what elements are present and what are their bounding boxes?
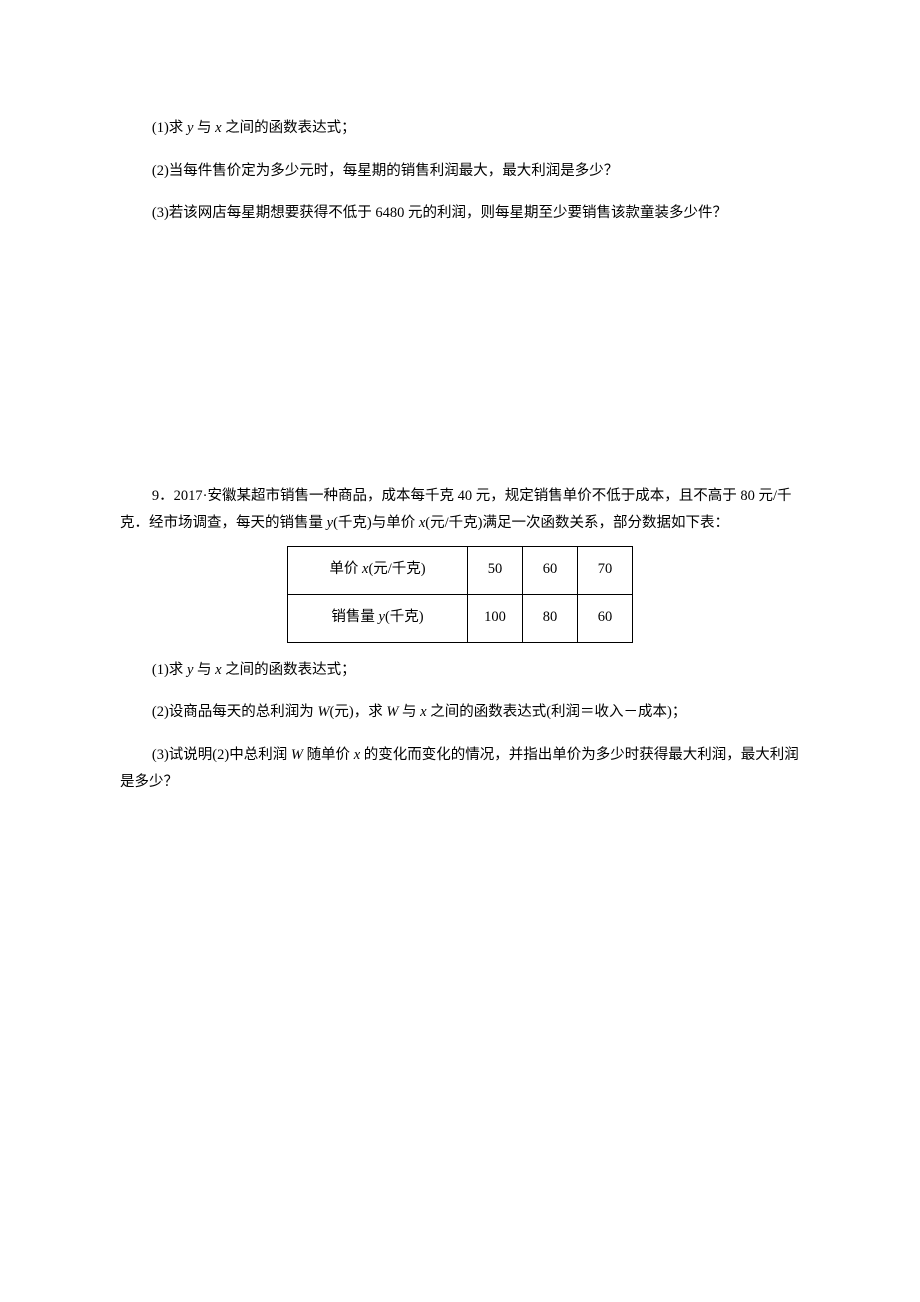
var-W: W — [386, 704, 398, 720]
q9-p1-a: (1)求 — [152, 662, 187, 678]
row2-label-a: 销售量 — [331, 609, 378, 625]
q9-p2-b: (元)，求 — [330, 704, 387, 720]
data-table: 单价 x(元/千克) 50 60 70 销售量 y(千克) 100 80 60 — [287, 546, 633, 643]
q8-p1-a: (1)求 — [152, 120, 187, 136]
table-row: 单价 x(元/千克) 50 60 70 — [288, 546, 633, 594]
row1-label-b: (元/千克) — [368, 561, 425, 577]
var-W: W — [317, 704, 329, 720]
q9-part2: (2)设商品每天的总利润为 W(元)，求 W 与 x 之间的函数表达式(利润＝收… — [120, 699, 800, 727]
q9-intro-c: (元/千克)满足一次函数关系，部分数据如下表： — [425, 515, 729, 531]
table-cell: 80 — [523, 594, 578, 642]
q8-p1-b: 与 — [193, 120, 215, 136]
q9-p3-a: (3)试说明(2)中总利润 — [152, 747, 291, 763]
row1-label: 单价 x(元/千克) — [288, 546, 468, 594]
table-cell: 50 — [468, 546, 523, 594]
q8-p3: (3)若该网店每星期想要获得不低于 6480 元的利润，则每星期至少要销售该款童… — [152, 205, 727, 221]
q8-p1-c: 之间的函数表达式； — [222, 120, 356, 136]
var-W: W — [291, 747, 303, 763]
row2-label-b: (千克) — [385, 609, 424, 625]
q9-p2-a: (2)设商品每天的总利润为 — [152, 704, 318, 720]
q8-part1: (1)求 y 与 x 之间的函数表达式； — [120, 115, 800, 143]
table-cell: 70 — [578, 546, 633, 594]
q9-intro-b: (千克)与单价 — [333, 515, 419, 531]
q9-p2-c: 与 — [398, 704, 420, 720]
q8-part2: (2)当每件售价定为多少元时，每星期的销售利润最大，最大利润是多少？ — [120, 158, 800, 186]
q9-p1-b: 与 — [193, 662, 215, 678]
table-cell: 60 — [578, 594, 633, 642]
table-cell: 60 — [523, 546, 578, 594]
q9-part3: (3)试说明(2)中总利润 W 随单价 x 的变化而变化的情况，并指出单价为多少… — [120, 742, 800, 797]
q9-p1-c: 之间的函数表达式； — [222, 662, 356, 678]
q9-intro: 9．2017·安徽某超市销售一种商品，成本每千克 40 元，规定销售单价不低于成… — [120, 483, 800, 538]
q9-part1: (1)求 y 与 x 之间的函数表达式； — [120, 657, 800, 685]
spacer — [120, 228, 800, 483]
q9-p3-b: 随单价 — [303, 747, 354, 763]
q9-p2-d: 之间的函数表达式(利润＝收入－成本)； — [427, 704, 687, 720]
row2-label: 销售量 y(千克) — [288, 594, 468, 642]
q8-p2: (2)当每件售价定为多少元时，每星期的销售利润最大，最大利润是多少？ — [152, 163, 618, 179]
table-cell: 100 — [468, 594, 523, 642]
row1-label-a: 单价 — [329, 561, 362, 577]
table-row: 销售量 y(千克) 100 80 60 — [288, 594, 633, 642]
q8-part3: (3)若该网店每星期想要获得不低于 6480 元的利润，则每星期至少要销售该款童… — [120, 200, 800, 228]
